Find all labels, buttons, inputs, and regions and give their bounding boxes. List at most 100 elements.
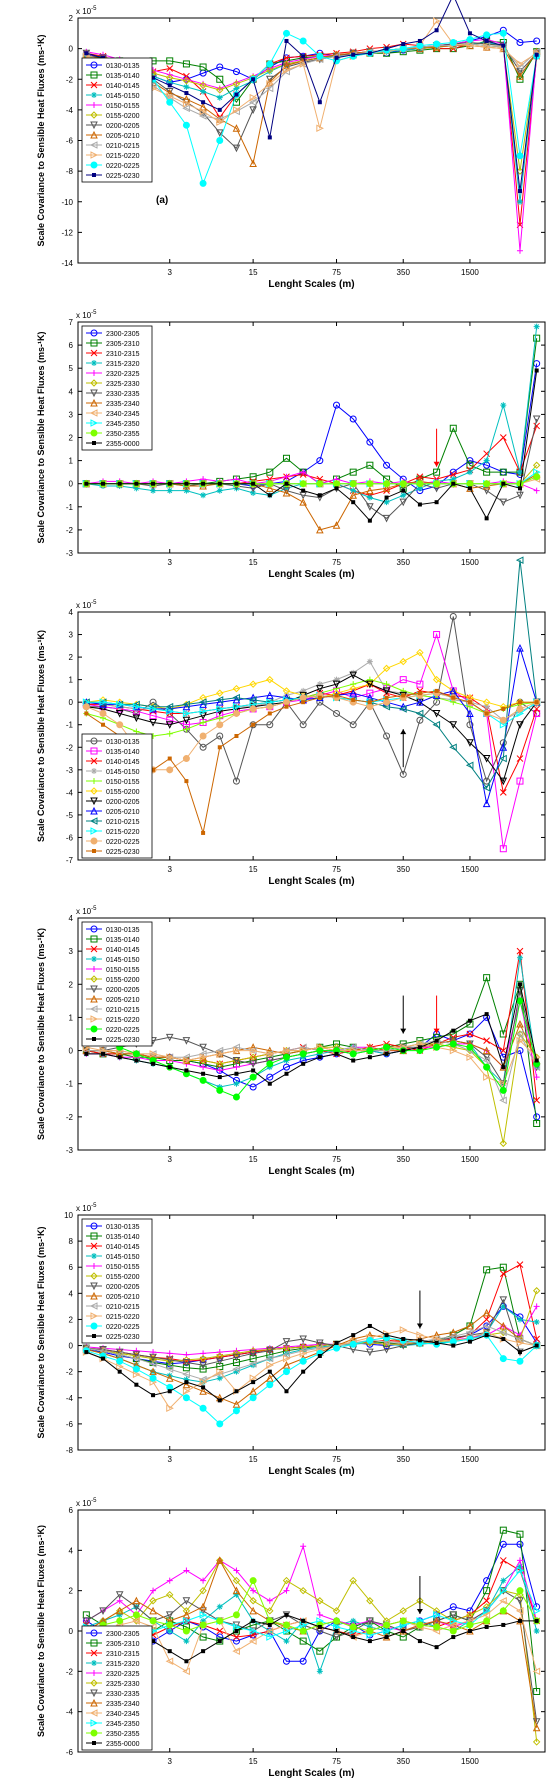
series-line (86, 1569, 538, 1642)
legend-label: 0210-0215 (106, 1007, 140, 1014)
data-point (517, 982, 522, 987)
data-point (149, 705, 158, 713)
y-exponent-label: x 10-5 (76, 1203, 97, 1213)
legend-marker (90, 975, 98, 983)
data-point (382, 664, 391, 673)
data-point (266, 721, 274, 729)
data-point (451, 1343, 456, 1348)
data-point (249, 1577, 257, 1585)
legend-item: 0225-0230 (86, 849, 140, 856)
legend-label: 0205-0210 (106, 1294, 140, 1301)
data-point (282, 1627, 291, 1635)
data-point (516, 1540, 524, 1548)
data-point (184, 1659, 189, 1664)
y-tick-label: 1 (69, 457, 74, 466)
data-point (266, 1073, 274, 1081)
x-tick-label: 3 (168, 268, 173, 277)
legend-label: 2305-2310 (106, 1641, 140, 1648)
data-point (151, 767, 156, 772)
data-point (199, 1611, 208, 1619)
data-point (266, 60, 274, 68)
data-point (449, 471, 457, 478)
data-point (182, 1370, 190, 1379)
legend-item: 2330-2335 (86, 1689, 140, 1698)
legend-item: 0135-0140 (86, 935, 140, 944)
legend-item: 0155-0200 (86, 111, 140, 120)
legend-item: 0130-0135 (86, 1222, 140, 1231)
data-point (384, 695, 389, 700)
legend-marker (90, 61, 98, 69)
data-point (299, 480, 307, 488)
data-point (299, 1621, 308, 1629)
data-point (415, 709, 424, 718)
data-point (249, 1394, 257, 1402)
legend-marker (89, 409, 98, 417)
data-point (501, 1065, 506, 1070)
data-point (483, 1607, 491, 1615)
y-tick-label: 2 (69, 980, 74, 989)
data-point (484, 1333, 489, 1338)
data-point (132, 1354, 140, 1363)
data-point (200, 719, 207, 726)
data-point (199, 63, 207, 71)
data-point (249, 1053, 257, 1061)
legend-marker (90, 121, 98, 130)
legend-label: 0210-0215 (106, 819, 140, 826)
data-point (533, 323, 540, 330)
data-point (200, 1064, 207, 1071)
data-point (232, 1400, 241, 1408)
legend-item: 0225-0230 (86, 1037, 140, 1044)
data-point (117, 1055, 122, 1060)
data-point (199, 732, 207, 740)
data-point (416, 716, 424, 724)
legend-item: 0205-0210 (86, 130, 140, 140)
data-point (466, 709, 474, 717)
data-point (199, 1586, 207, 1595)
data-point (116, 700, 124, 709)
data-point (199, 707, 208, 716)
arrow-head (400, 1028, 407, 1034)
chart-panel-d: 4 3 2 1 0 -1 -2 -3 3 15 75 350 1500 x 10-5 Lenght Scal… (36, 906, 546, 1177)
legend-item: 0200-0205 (86, 797, 140, 806)
data-point (301, 54, 306, 59)
legend-label: 2340-2345 (106, 1711, 140, 1718)
data-point (399, 498, 408, 507)
data-point (265, 75, 274, 84)
data-point (201, 481, 206, 486)
data-point (99, 1607, 107, 1615)
series-0225-0230 (84, 982, 539, 1086)
data-point (466, 1030, 474, 1038)
data-point (501, 1337, 506, 1342)
data-point (316, 1611, 323, 1618)
data-point (266, 1345, 274, 1354)
data-point (266, 68, 273, 75)
data-point (249, 705, 257, 713)
legend-marker (91, 360, 97, 366)
data-point (101, 1356, 106, 1361)
series-line (86, 41, 538, 225)
data-point (166, 1053, 174, 1062)
data-point (265, 1374, 274, 1382)
y-tick-label: 2 (69, 653, 74, 662)
data-point (349, 684, 357, 693)
data-point (482, 1308, 491, 1317)
y-tick-label: -1 (66, 1080, 74, 1089)
data-point (216, 1627, 224, 1635)
data-point (234, 1629, 239, 1633)
data-point (283, 1638, 290, 1645)
data-point (148, 1360, 157, 1368)
data-point (501, 481, 506, 486)
y-tick-label: 6 (69, 1506, 74, 1515)
data-point (167, 481, 172, 486)
data-point (532, 415, 541, 424)
data-point (199, 1053, 208, 1062)
legend-marker (89, 817, 98, 825)
data-point (217, 1398, 222, 1403)
y-tick-label: -6 (66, 137, 74, 146)
data-point (199, 1043, 207, 1052)
data-point (149, 1050, 158, 1058)
series-line (86, 690, 537, 834)
y-tick-label: -8 (66, 1446, 74, 1455)
data-point (449, 1603, 457, 1611)
legend-marker (90, 379, 98, 387)
